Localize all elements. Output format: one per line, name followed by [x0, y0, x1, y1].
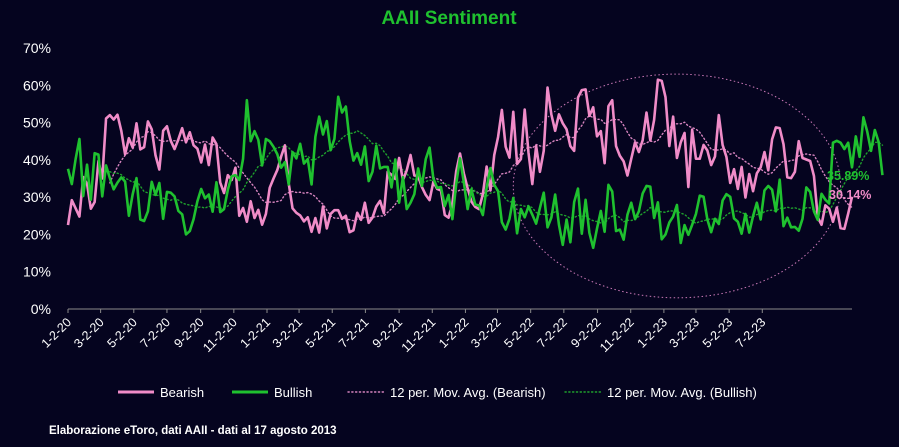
x-tick-label: 1-2-22: [436, 315, 471, 350]
x-tick-label: 5-2-22: [501, 315, 536, 350]
y-tick-label: 40%: [23, 152, 51, 168]
legend-label: Bearish: [160, 385, 204, 400]
y-tick-label: 30%: [23, 189, 51, 205]
x-tick-label: 3-2-21: [270, 315, 305, 350]
x-tick-label: 7-2-21: [336, 315, 371, 350]
x-tick-label: 1-2-21: [238, 315, 273, 350]
end-labels: 35.89% 30.14%: [827, 169, 871, 202]
y-tick-label: 0%: [31, 301, 51, 317]
x-tick-label: 7-2-20: [138, 315, 173, 350]
x-tick-label: 3-2-20: [71, 315, 106, 350]
footer-note: Elaborazione eToro, dati AAII - dati al …: [49, 425, 337, 437]
series-line-bearish: [66, 78, 854, 234]
y-tick-label: 10%: [23, 264, 51, 280]
x-tick-label: 5-2-23: [700, 315, 735, 350]
legend-item: 12 per. Mov. Avg. (Bearish): [347, 385, 546, 400]
legend-item: Bullish: [232, 385, 312, 400]
series-line-12-per-mov-avg-bearish: [109, 115, 853, 222]
x-tick-label: 3-2-23: [667, 315, 702, 350]
highlight-ellipse: [512, 73, 842, 299]
x-tick-label: 1-2-23: [635, 315, 670, 350]
highlight-layer: [512, 73, 842, 299]
bearish-end-label: 30.14%: [829, 188, 871, 202]
legend-label: Bullish: [274, 385, 312, 400]
x-tick-label: 3-2-22: [468, 315, 503, 350]
legend-item: 12 per. Mov. Avg. (Bullish): [564, 385, 757, 400]
x-tick-label: 11-2-22: [597, 315, 637, 355]
series-line-bullish: [66, 95, 884, 250]
x-tick-label: 11-2-20: [200, 315, 240, 355]
x-tick-label: 7-2-23: [733, 315, 768, 350]
series-layer: [66, 78, 884, 250]
legend: Bearish Bullish 12 per. Mov. Avg. (Bearish…: [118, 385, 757, 400]
y-tick-label: 20%: [23, 226, 51, 242]
legend-label: 12 per. Mov. Avg. (Bullish): [607, 385, 757, 400]
x-tick-label: 11-2-21: [399, 315, 439, 355]
y-tick-label: 70%: [23, 40, 51, 56]
bullish-end-label: 35.89%: [827, 169, 869, 183]
legend-label: 12 per. Mov. Avg. (Bearish): [390, 385, 546, 400]
x-axis: 1-2-203-2-205-2-207-2-209-2-2011-2-201-2…: [39, 308, 852, 355]
legend-item: Bearish: [118, 385, 204, 400]
y-axis: 0% 10% 20% 30% 40% 50% 60% 70%: [23, 40, 51, 317]
x-tick-label: 1-2-20: [39, 315, 74, 350]
x-tick-label: 5-2-20: [104, 315, 139, 350]
y-tick-label: 60%: [23, 77, 51, 93]
y-tick-label: 50%: [23, 115, 51, 131]
x-tick-label: 7-2-22: [535, 315, 570, 350]
x-tick-label: 5-2-21: [303, 315, 338, 350]
chart-title: AAII Sentiment: [381, 8, 517, 29]
